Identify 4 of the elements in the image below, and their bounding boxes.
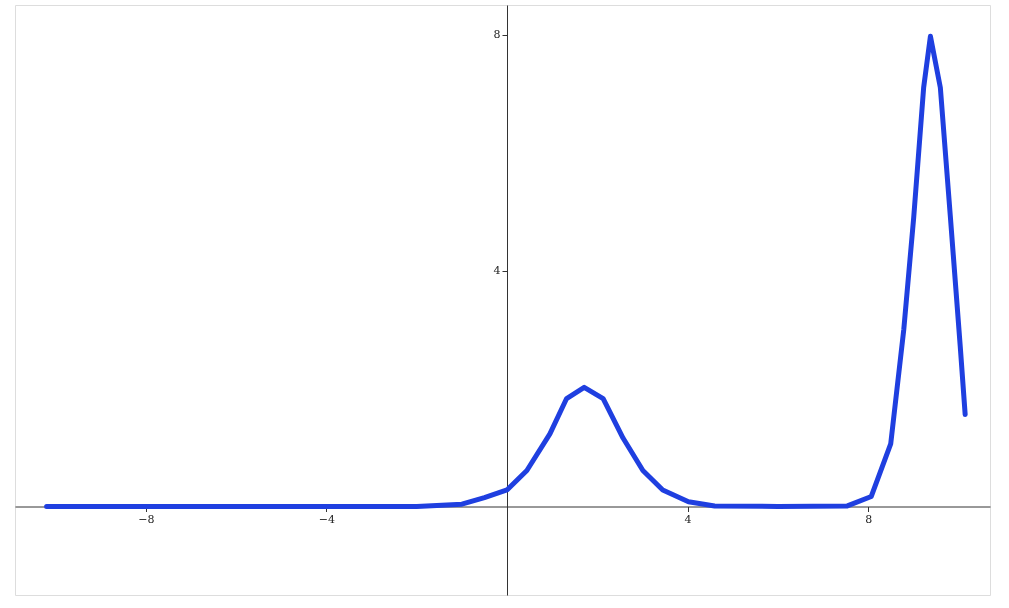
x-tick-label: 8 — [865, 513, 873, 526]
x-tick-label: −4 — [318, 513, 336, 526]
x-tick-label: −8 — [138, 513, 155, 526]
x-tick-label: 4 — [684, 513, 692, 526]
